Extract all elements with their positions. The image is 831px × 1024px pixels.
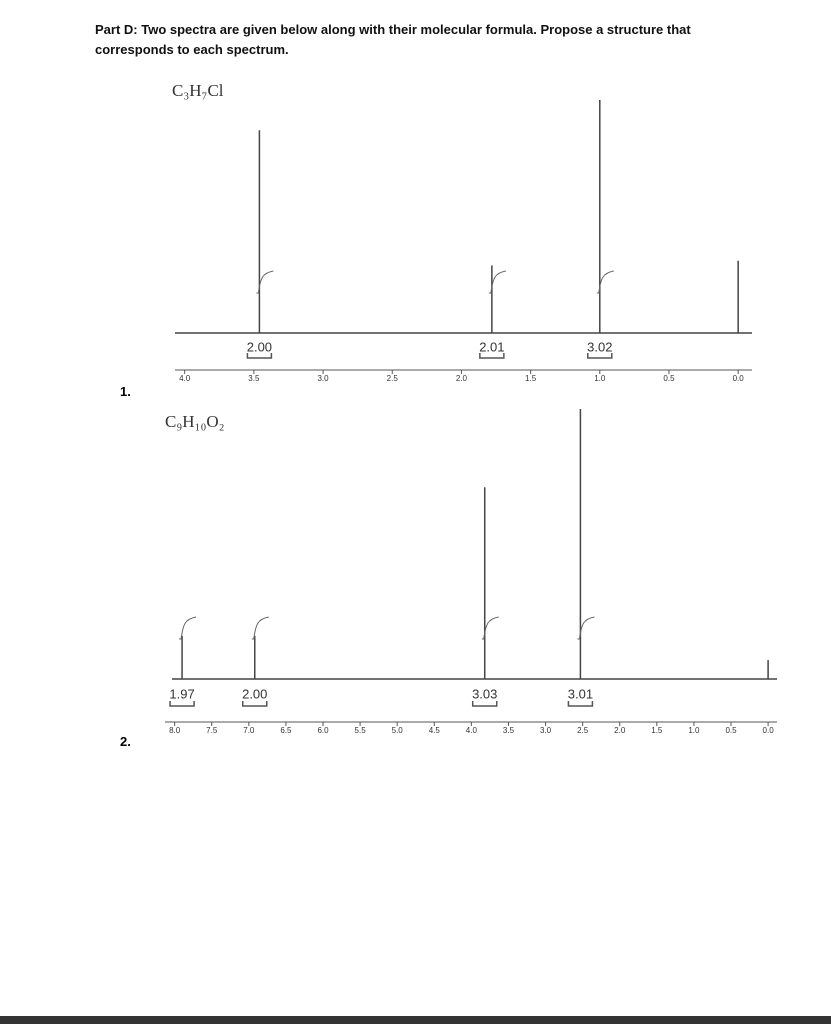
x-tick-label: 3.5 — [503, 726, 515, 735]
x-tick-label: 2.0 — [614, 726, 626, 735]
x-tick-label: 2.5 — [577, 726, 589, 735]
integral-label: 2.00 — [247, 339, 272, 354]
integral-bracket — [471, 701, 498, 707]
integral-bracket — [567, 701, 594, 707]
integral-bracket — [479, 353, 505, 359]
problem-number: 2. — [120, 734, 131, 749]
integral-bracket — [587, 353, 613, 359]
header-line: Part D: Two spectra are given below alon… — [95, 22, 691, 37]
x-tick-label: 4.5 — [429, 726, 441, 735]
x-tick-label: 3.0 — [317, 374, 329, 383]
integral-label: 3.02 — [587, 339, 612, 354]
x-tick-label: 3.0 — [540, 726, 552, 735]
integral-curve — [179, 616, 197, 640]
integral-curve — [577, 616, 595, 640]
x-tick-label: 6.0 — [317, 726, 329, 735]
integral-bracket — [242, 701, 268, 707]
x-tick-label: 0.0 — [733, 374, 745, 383]
x-tick-label: 7.0 — [243, 726, 255, 735]
integral-curve — [481, 616, 499, 640]
x-tick-label: 0.0 — [763, 726, 775, 735]
bottom-bar — [0, 1016, 831, 1024]
integral-label: 3.03 — [472, 686, 497, 701]
header-line: corresponds to each spectrum. — [95, 42, 289, 57]
x-tick-label: 6.5 — [280, 726, 292, 735]
x-tick-label: 0.5 — [663, 374, 675, 383]
integral-curve — [256, 270, 274, 294]
x-tick-label: 5.5 — [355, 726, 367, 735]
integral-label: 3.01 — [568, 686, 593, 701]
x-tick-label: 4.0 — [466, 726, 478, 735]
integral-curve — [596, 270, 614, 294]
formula: C₉H₁₀O₂ — [165, 412, 225, 431]
integral-bracket — [246, 353, 273, 359]
x-tick-label: 3.5 — [248, 374, 260, 383]
integral-curve — [488, 270, 506, 294]
x-tick-label: 2.5 — [387, 374, 399, 383]
integral-curve — [251, 616, 269, 640]
x-tick-label: 4.0 — [179, 374, 191, 383]
x-tick-label: 1.5 — [525, 374, 537, 383]
x-tick-label: 1.0 — [688, 726, 700, 735]
integral-bracket — [169, 701, 195, 707]
x-tick-label: 5.0 — [392, 726, 404, 735]
x-tick-label: 1.5 — [651, 726, 663, 735]
integral-label: 2.00 — [242, 686, 267, 701]
x-tick-label: 1.0 — [594, 374, 606, 383]
header: Part D: Two spectra are given below alon… — [95, 20, 691, 60]
x-tick-label: 2.0 — [456, 374, 468, 383]
x-tick-label: 8.0 — [169, 726, 181, 735]
x-tick-label: 7.5 — [206, 726, 218, 735]
problem-number: 1. — [120, 384, 131, 399]
integral-label: 1.97 — [169, 686, 194, 701]
formula: C₃H₇Cl — [172, 81, 224, 100]
x-tick-label: 0.5 — [725, 726, 737, 735]
integral-label: 2.01 — [479, 339, 504, 354]
